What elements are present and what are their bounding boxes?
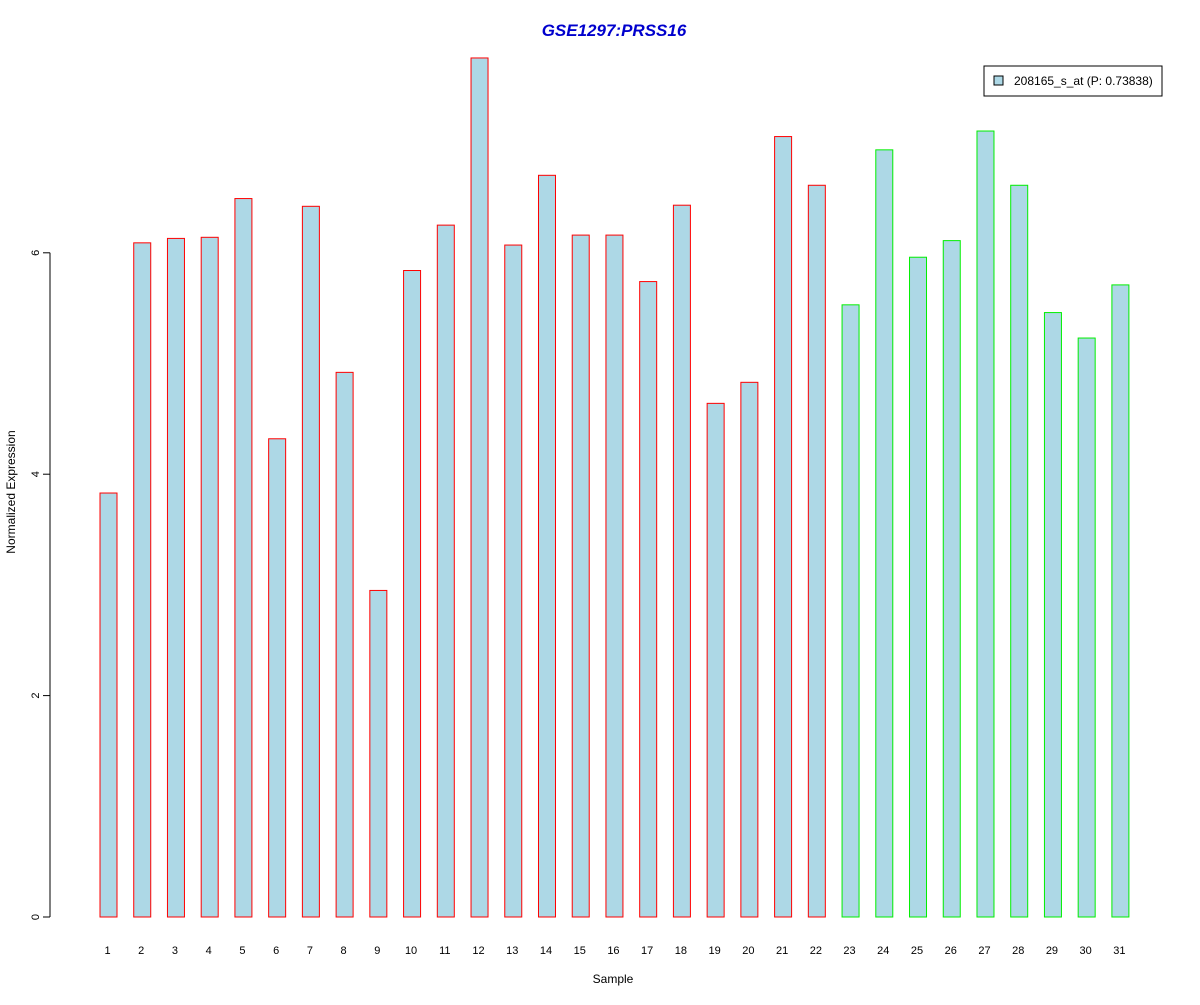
bar-sample-25: [909, 256, 928, 918]
x-tick-label: 2: [138, 945, 144, 957]
y-tick-label: 0: [30, 914, 42, 920]
bar-sample-2: [133, 242, 152, 918]
x-tick-label: 19: [709, 945, 721, 957]
y-tick-label: 2: [30, 693, 42, 699]
y-tick-label: 6: [30, 250, 42, 256]
x-tick-label: 13: [506, 945, 518, 957]
x-tick-label: 16: [607, 945, 619, 957]
x-tick-label: 3: [172, 945, 178, 957]
x-tick-label: 15: [574, 945, 586, 957]
x-tick-label: 1: [104, 945, 110, 957]
bar-sample-3: [166, 237, 185, 918]
bar-sample-28: [1010, 184, 1029, 918]
x-tick-label: 24: [877, 945, 889, 957]
bar-sample-29: [1043, 312, 1062, 918]
bar-sample-15: [571, 234, 590, 918]
legend: 208165_s_at (P: 0.73838): [983, 65, 1163, 97]
x-tick-label: 10: [405, 945, 417, 957]
legend-label: 208165_s_at (P: 0.73838): [1014, 74, 1153, 88]
bar-sample-7: [301, 205, 320, 918]
bar-sample-20: [740, 381, 759, 918]
x-tick-label: 20: [742, 945, 754, 957]
y-axis: 0 2 4 6: [30, 250, 51, 920]
bar-sample-19: [706, 402, 725, 918]
x-tick-label: 25: [911, 945, 923, 957]
x-tick-label: 4: [206, 945, 212, 957]
x-tick-label: 27: [978, 945, 990, 957]
legend-box: [983, 65, 1163, 97]
bars-group: [99, 57, 1130, 918]
bar-sample-10: [403, 270, 422, 918]
bar-sample-13: [504, 244, 523, 918]
bar-sample-8: [335, 371, 354, 918]
bar-sample-6: [268, 438, 287, 918]
bar-sample-31: [1111, 284, 1130, 918]
x-tick-label: 5: [239, 945, 245, 957]
x-tick-label: 8: [341, 945, 347, 957]
x-tick-label: 11: [439, 945, 450, 957]
x-tick-labels: 1 2 3 4 5 6 7 8 9 10 11 12 13 14 15 16 17 18 19 20 21 22 23 24 2…: [104, 945, 1125, 957]
x-tick-label: 30: [1080, 945, 1092, 957]
bar-sample-23: [841, 304, 860, 918]
bar-sample-5: [234, 198, 253, 918]
bar-sample-9: [369, 589, 388, 918]
bar-sample-1: [99, 492, 118, 918]
bar-sample-4: [200, 236, 219, 918]
x-tick-label: 6: [273, 945, 279, 957]
bar-sample-21: [774, 136, 793, 918]
bar-sample-16: [605, 234, 624, 918]
bar-sample-11: [436, 224, 455, 918]
bar-sample-12: [470, 57, 489, 918]
bar-sample-14: [537, 174, 556, 918]
x-axis-label: Sample: [593, 972, 634, 986]
bar-sample-26: [942, 240, 961, 918]
x-tick-label: 7: [307, 945, 313, 957]
chart-title: GSE1297:PRSS16: [542, 21, 687, 40]
x-tick-label: 18: [675, 945, 687, 957]
x-tick-label: 26: [945, 945, 957, 957]
x-tick-label: 23: [843, 945, 855, 957]
y-tick-label: 4: [30, 471, 42, 477]
legend-swatch: [993, 75, 1004, 86]
x-tick-label: 12: [472, 945, 484, 957]
x-tick-label: 17: [641, 945, 653, 957]
bar-sample-18: [672, 204, 691, 918]
y-axis-label: Normalized Expression: [4, 430, 18, 553]
x-tick-label: 28: [1012, 945, 1024, 957]
bar-sample-27: [976, 130, 995, 918]
x-tick-label: 14: [540, 945, 552, 957]
x-tick-label: 21: [776, 945, 788, 957]
bar-sample-22: [807, 184, 826, 918]
bar-sample-17: [639, 281, 658, 918]
x-tick-label: 22: [810, 945, 822, 957]
x-tick-label: 29: [1046, 945, 1058, 957]
x-tick-label: 31: [1113, 945, 1125, 957]
bar-sample-24: [875, 149, 894, 918]
bar-sample-30: [1077, 337, 1096, 918]
x-tick-label: 9: [374, 945, 380, 957]
